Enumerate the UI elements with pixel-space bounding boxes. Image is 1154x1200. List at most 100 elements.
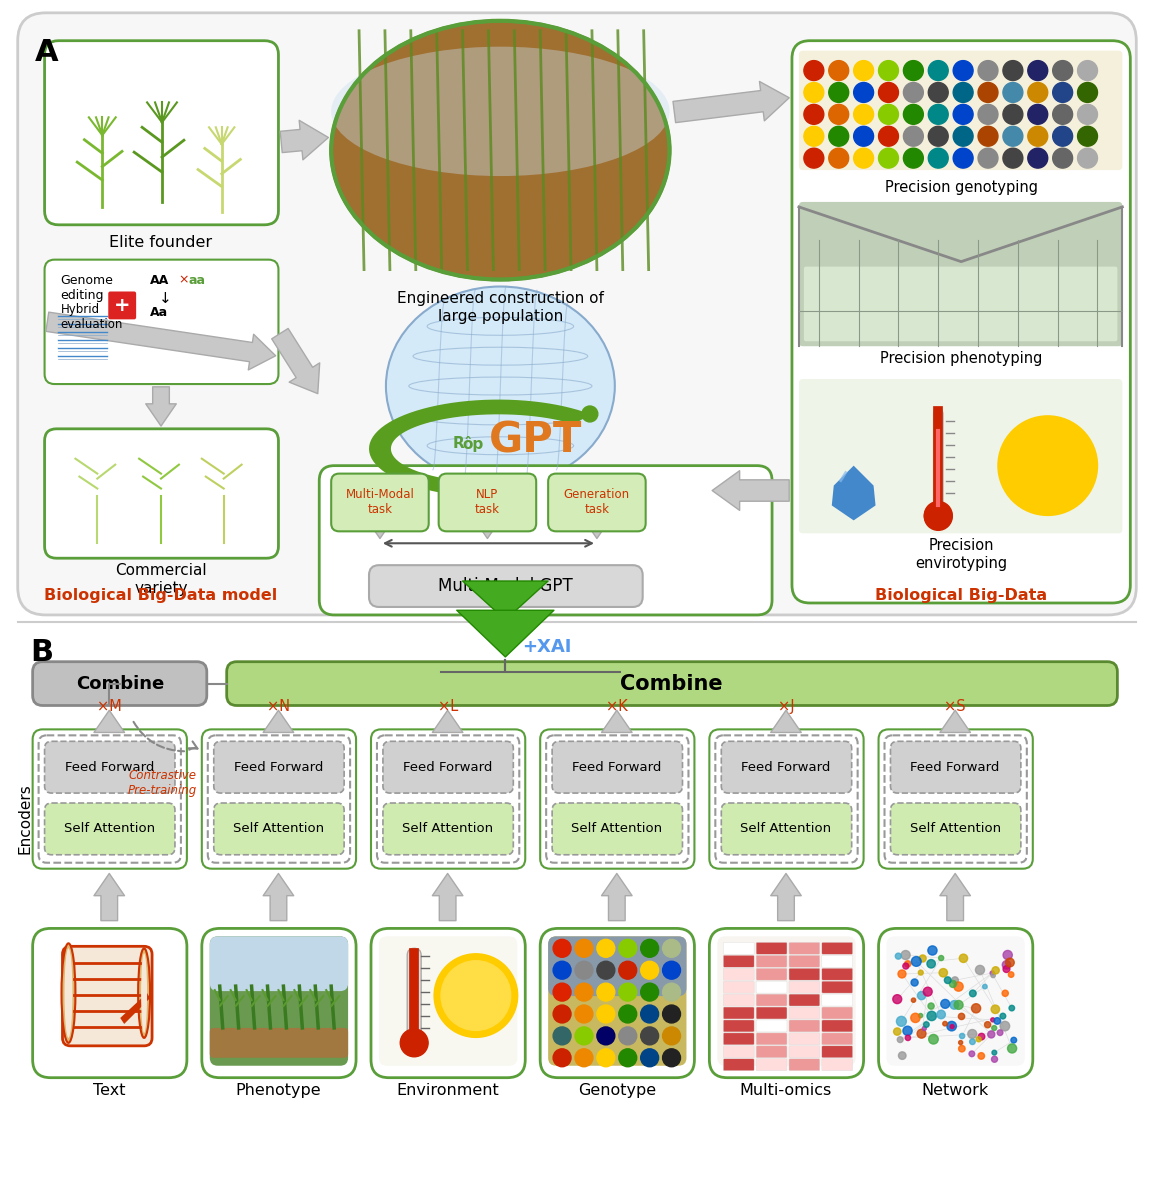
FancyBboxPatch shape <box>756 982 787 994</box>
Circle shape <box>854 83 874 102</box>
Circle shape <box>984 1021 991 1028</box>
FancyBboxPatch shape <box>724 994 755 1006</box>
Circle shape <box>619 1027 637 1045</box>
FancyBboxPatch shape <box>370 730 525 869</box>
Circle shape <box>952 977 958 984</box>
Circle shape <box>553 940 571 958</box>
Circle shape <box>640 1027 659 1045</box>
Text: Feed Forward: Feed Forward <box>65 761 153 774</box>
FancyBboxPatch shape <box>540 929 695 1078</box>
Text: Feed Forward: Feed Forward <box>572 761 661 774</box>
FancyBboxPatch shape <box>724 968 755 980</box>
Circle shape <box>400 1028 428 1057</box>
Circle shape <box>953 126 973 146</box>
Circle shape <box>1052 104 1072 125</box>
FancyBboxPatch shape <box>822 942 853 954</box>
Circle shape <box>898 970 906 978</box>
Circle shape <box>904 126 923 146</box>
Circle shape <box>928 61 949 80</box>
Circle shape <box>662 1006 681 1022</box>
FancyBboxPatch shape <box>724 955 755 967</box>
Text: Network: Network <box>922 1082 989 1098</box>
Circle shape <box>919 970 923 976</box>
FancyBboxPatch shape <box>377 736 519 863</box>
Circle shape <box>1052 61 1072 80</box>
Circle shape <box>1028 126 1048 146</box>
Circle shape <box>920 955 927 962</box>
FancyBboxPatch shape <box>213 742 344 793</box>
Circle shape <box>979 61 998 80</box>
Circle shape <box>958 1013 965 1020</box>
Circle shape <box>1078 104 1097 125</box>
Circle shape <box>953 61 973 80</box>
FancyBboxPatch shape <box>724 982 755 994</box>
Polygon shape <box>369 400 590 497</box>
Circle shape <box>979 148 998 168</box>
Circle shape <box>969 990 976 997</box>
FancyBboxPatch shape <box>710 730 863 869</box>
Circle shape <box>575 983 593 1001</box>
Circle shape <box>953 83 973 102</box>
Circle shape <box>988 1031 995 1038</box>
Circle shape <box>1002 990 1009 996</box>
FancyBboxPatch shape <box>891 742 1021 793</box>
Circle shape <box>953 148 973 168</box>
FancyBboxPatch shape <box>756 1007 787 1019</box>
Circle shape <box>597 1049 615 1067</box>
FancyBboxPatch shape <box>552 742 682 793</box>
FancyBboxPatch shape <box>32 661 207 706</box>
Circle shape <box>979 104 998 125</box>
FancyBboxPatch shape <box>45 803 175 854</box>
Circle shape <box>804 126 824 146</box>
Circle shape <box>976 1037 981 1042</box>
FancyBboxPatch shape <box>789 942 819 954</box>
Circle shape <box>912 956 921 966</box>
Circle shape <box>968 1030 976 1038</box>
FancyBboxPatch shape <box>715 736 857 863</box>
Circle shape <box>640 983 659 1001</box>
FancyBboxPatch shape <box>45 742 175 793</box>
Circle shape <box>944 977 951 984</box>
FancyBboxPatch shape <box>32 730 187 869</box>
Circle shape <box>1007 1044 1017 1052</box>
Circle shape <box>893 995 901 1003</box>
FancyBboxPatch shape <box>789 1007 819 1019</box>
Text: ×S: ×S <box>944 700 966 714</box>
FancyBboxPatch shape <box>710 929 863 1078</box>
Text: Aa: Aa <box>150 306 168 319</box>
Circle shape <box>1028 148 1048 168</box>
Circle shape <box>854 104 874 125</box>
Circle shape <box>998 416 1097 516</box>
FancyBboxPatch shape <box>45 259 278 384</box>
FancyBboxPatch shape <box>202 730 357 869</box>
Circle shape <box>804 104 824 125</box>
Circle shape <box>937 1010 945 1019</box>
Circle shape <box>575 1006 593 1022</box>
Text: Contrastive
Pre-training: Contrastive Pre-training <box>127 769 196 797</box>
FancyBboxPatch shape <box>379 936 517 1066</box>
Circle shape <box>950 1001 959 1009</box>
Circle shape <box>1078 148 1097 168</box>
Text: Phenotype: Phenotype <box>235 1082 321 1098</box>
Circle shape <box>878 148 899 168</box>
Circle shape <box>1078 126 1097 146</box>
Circle shape <box>977 1052 984 1060</box>
Circle shape <box>928 946 937 955</box>
FancyBboxPatch shape <box>370 929 525 1078</box>
Circle shape <box>979 1033 984 1040</box>
Circle shape <box>597 940 615 958</box>
Circle shape <box>990 971 995 976</box>
Circle shape <box>902 964 909 970</box>
FancyBboxPatch shape <box>213 803 344 854</box>
Circle shape <box>1011 1037 1017 1043</box>
Circle shape <box>929 1034 938 1044</box>
FancyBboxPatch shape <box>934 409 943 516</box>
Circle shape <box>917 1030 926 1038</box>
FancyBboxPatch shape <box>724 1058 755 1070</box>
Circle shape <box>991 1006 999 1014</box>
FancyBboxPatch shape <box>756 1058 787 1070</box>
Circle shape <box>575 1049 593 1067</box>
Text: Multi-Modal
task: Multi-Modal task <box>345 488 414 516</box>
Text: Multi-omics: Multi-omics <box>740 1082 832 1098</box>
Text: Feed Forward: Feed Forward <box>741 761 831 774</box>
